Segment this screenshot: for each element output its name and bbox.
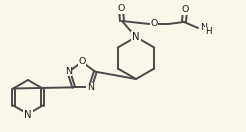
Text: N: N [132,32,140,42]
Text: N: N [87,83,94,92]
Text: O: O [181,5,189,14]
Text: N: N [24,110,32,119]
Text: N: N [65,67,72,76]
Text: O: O [78,57,86,66]
Text: H: H [205,27,212,37]
Text: O: O [117,4,125,13]
Text: N: N [200,23,207,32]
Text: O: O [150,20,158,29]
